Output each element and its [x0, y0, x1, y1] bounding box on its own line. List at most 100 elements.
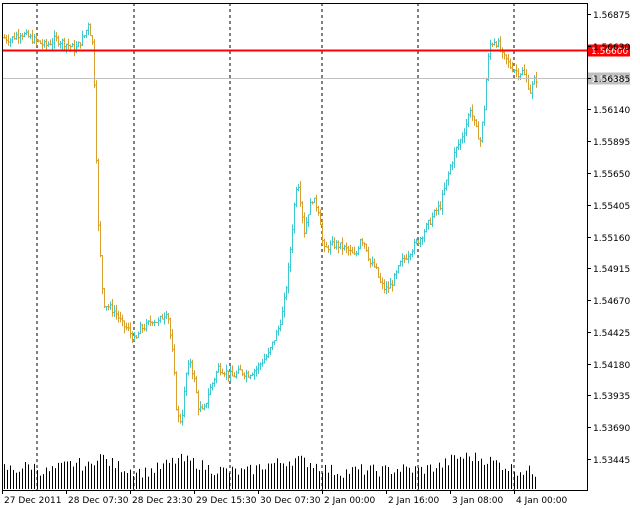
price-bar-180: [363, 242, 366, 249]
price-bar-162: [327, 245, 330, 254]
price-bar-111: [225, 364, 228, 380]
price-bar-79: [161, 313, 164, 320]
price-bar-114: [231, 365, 234, 377]
price-bar-8: [19, 32, 22, 44]
x-tick-label-8: 4 Jan 00:00: [516, 496, 568, 506]
price-levels: 1.56600 1.56381: [2, 44, 630, 85]
price-bar-28: [59, 40, 62, 49]
price-bar-88: [179, 413, 182, 424]
price-bar-224: [451, 161, 454, 171]
price-bar-116: [235, 370, 238, 379]
price-bar-221: [445, 179, 448, 191]
price-bar-177: [357, 245, 360, 256]
price-bar-169: [341, 237, 344, 255]
price-bar-41: [85, 29, 88, 39]
price-bar-266: [535, 71, 538, 88]
price-bar-205: [413, 238, 416, 255]
price-bar-184: [371, 256, 374, 267]
y-tick-label-2: 1.56385: [593, 75, 630, 85]
price-bar-107: [217, 363, 220, 373]
price-bar-95: [193, 370, 196, 383]
x-tick-label-0: 27 Dec 2011: [4, 496, 62, 506]
price-bar-45: [93, 39, 96, 88]
y-tick-label-12: 1.53935: [593, 392, 630, 402]
y-tick-label-8: 1.54915: [593, 265, 630, 275]
x-tick-label-2: 28 Dec 23:30: [132, 496, 193, 506]
price-bar-158: [319, 209, 322, 226]
price-bar-161: [325, 241, 328, 248]
price-bar-71: [145, 318, 148, 332]
y-tick-label-7: 1.55160: [593, 234, 630, 244]
price-bar-167: [337, 240, 340, 254]
price-bar-202: [407, 250, 410, 264]
price-bar-2: [7, 34, 10, 46]
y-tick-label-5: 1.55650: [593, 170, 630, 180]
price-bar-46: [95, 80, 98, 164]
price-bar-10: [23, 31, 26, 38]
price-bar-63: [129, 322, 132, 339]
price-bar-163: [329, 240, 332, 255]
price-bar-84: [171, 329, 174, 352]
price-bar-53: [109, 301, 112, 310]
price-bar-178: [359, 238, 362, 250]
price-bar-199: [401, 253, 404, 267]
price-bar-144: [291, 224, 294, 253]
price-bar-96: [195, 376, 198, 394]
price-bar-130: [263, 353, 266, 364]
price-bar-151: [305, 216, 308, 234]
price-bars: [3, 22, 538, 426]
price-bar-226: [455, 146, 458, 158]
price-bar-4: [11, 36, 14, 44]
price-bar-155: [313, 197, 316, 204]
price-bar-85: [173, 344, 176, 376]
price-bar-259: [521, 67, 524, 76]
price-bar-139: [281, 306, 284, 326]
price-bar-44: [91, 35, 94, 45]
x-tick-label-5: 2 Jan 00:00: [324, 496, 376, 506]
price-bar-57: [117, 310, 120, 323]
price-bar-24: [51, 38, 54, 51]
y-tick-label-10: 1.54425: [593, 329, 630, 339]
price-bar-216: [435, 207, 438, 216]
price-bar-230: [463, 128, 466, 143]
price-bar-214: [431, 212, 434, 228]
price-bar-89: [181, 409, 184, 426]
price-bar-20: [43, 39, 46, 48]
price-bar-54: [111, 299, 114, 317]
price-bar-191: [385, 281, 388, 295]
price-bar-212: [427, 219, 430, 230]
price-bar-186: [375, 263, 378, 270]
price-bar-118: [239, 364, 242, 371]
price-bar-231: [465, 119, 468, 136]
price-bar-238: [479, 137, 482, 147]
price-bar-70: [143, 323, 146, 331]
price-bar-31: [65, 43, 68, 54]
x-tick-label-3: 29 Dec 15:30: [196, 496, 257, 506]
price-bar-204: [411, 249, 414, 258]
price-bar-134: [271, 341, 274, 351]
price-bar-251: [505, 54, 508, 65]
price-bar-126: [255, 365, 258, 377]
price-bar-207: [417, 240, 420, 245]
price-bar-233: [469, 107, 472, 118]
price-bar-108: [219, 363, 222, 376]
price-level-label-bg-1: [588, 72, 630, 85]
price-bar-197: [397, 265, 400, 274]
price-bar-77: [157, 317, 160, 327]
price-bar-261: [525, 69, 528, 83]
price-bar-30: [63, 37, 66, 51]
price-bar-135: [273, 340, 276, 346]
price-bar-7: [17, 28, 20, 44]
price-bar-249: [501, 47, 504, 59]
price-bar-156: [315, 194, 318, 212]
price-bar-237: [477, 121, 480, 140]
price-bar-260: [523, 64, 526, 76]
price-bar-56: [115, 304, 118, 320]
price-bar-82: [167, 312, 170, 324]
price-bar-234: [471, 104, 474, 121]
price-bar-26: [55, 32, 58, 42]
y-tick-label-13: 1.53690: [593, 424, 630, 434]
price-bar-75: [153, 319, 156, 327]
price-bar-119: [241, 369, 244, 377]
price-bar-94: [191, 359, 194, 380]
